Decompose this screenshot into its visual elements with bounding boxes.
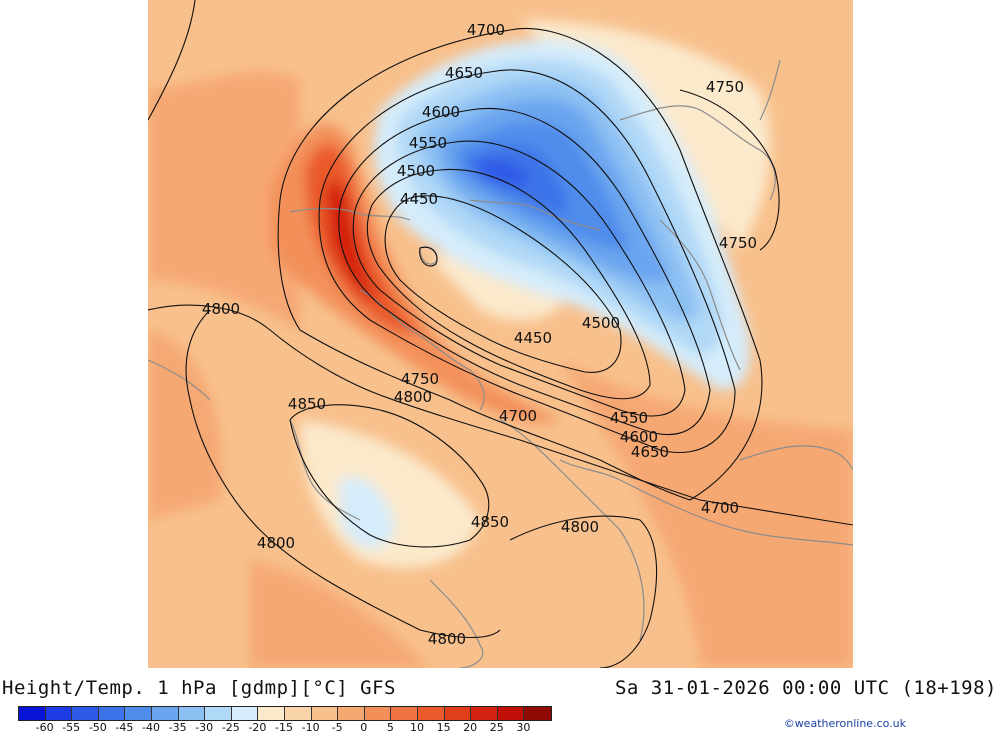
legend-swatch <box>311 707 339 720</box>
legend-tick-label: 20 <box>463 721 478 734</box>
legend-tick-label: -55 <box>62 721 81 734</box>
legend-tick-label: 15 <box>436 721 451 734</box>
contour-label: 4600 <box>620 428 658 446</box>
contour-label: 4500 <box>397 162 435 180</box>
contour-label: 4750 <box>401 370 439 388</box>
contour-label: 4450 <box>514 329 552 347</box>
legend-swatch <box>205 707 232 720</box>
legend-tick-label: -60 <box>35 721 54 734</box>
legend-tick-label: -10 <box>301 721 320 734</box>
legend-tick-label: -30 <box>195 721 214 734</box>
contour-label: 4700 <box>701 499 739 517</box>
credit-link[interactable]: ©weatheronline.co.uk <box>783 717 906 730</box>
contour-label: 4800 <box>428 630 466 648</box>
legend-swatch <box>471 707 498 720</box>
legend-tick-label: -35 <box>168 721 187 734</box>
legend-swatch <box>284 707 312 720</box>
legend-swatch <box>391 707 418 720</box>
weather-map: 4700 4650 4600 4550 4500 4450 4750 4750 … <box>148 0 853 668</box>
contour-label: 4650 <box>631 443 669 461</box>
legend-swatch <box>151 707 179 720</box>
legend-tick-label: -50 <box>88 721 107 734</box>
contour-label: 4750 <box>719 234 757 252</box>
legend-tick-label: 25 <box>489 721 504 734</box>
legend-swatch <box>98 707 126 720</box>
contour-label: 4850 <box>471 513 509 531</box>
contour-label: 4700 <box>499 407 537 425</box>
contour-label: 4700 <box>467 21 505 39</box>
map-timestamp: Sa 31-01-2026 00:00 UTC (18+198) <box>614 677 997 699</box>
contour-label: 4550 <box>610 409 648 427</box>
legend-swatch <box>444 707 472 720</box>
legend-swatch <box>258 707 285 720</box>
color-legend <box>18 706 552 721</box>
legend-tick-label: 5 <box>386 721 394 734</box>
color-legend-ticks: -60 -55 -50 -45 -40 -35 -30 -25 -20 -15 -10 -5 0 5 10 1… <box>18 721 568 734</box>
contour-label: 4450 <box>400 190 438 208</box>
contour-label: 4800 <box>561 518 599 536</box>
map-title: Height/Temp. 1 hPa [gdmp][°C] GFS <box>2 677 396 699</box>
legend-swatch <box>524 707 551 720</box>
contour-label: 4800 <box>202 300 240 318</box>
contour-label: 4750 <box>706 78 744 96</box>
legend-swatch <box>178 707 206 720</box>
legend-swatch <box>125 707 152 720</box>
map-svg: 4700 4650 4600 4550 4500 4450 4750 4750 … <box>148 0 853 668</box>
contour-label: 4800 <box>257 534 295 552</box>
legend-swatch <box>497 707 525 720</box>
legend-swatch <box>364 707 392 720</box>
legend-tick-label: 30 <box>516 721 531 734</box>
legend-tick-label: -45 <box>115 721 134 734</box>
legend-swatch <box>45 707 73 720</box>
legend-swatch <box>338 707 365 720</box>
contour-label: 4850 <box>288 395 326 413</box>
contour-labels: 4700 4650 4600 4550 4500 4450 4750 4750 … <box>202 21 757 648</box>
height-contours <box>148 0 853 668</box>
legend-tick-label: -40 <box>142 721 160 734</box>
contour-label: 4800 <box>394 388 432 406</box>
contour-label: 4600 <box>422 103 460 121</box>
legend-tick-label: -20 <box>248 721 267 734</box>
legend-tick-label: -5 <box>331 721 343 734</box>
legend-swatch <box>72 707 99 720</box>
legend-swatch <box>231 707 259 720</box>
contour-label: 4500 <box>582 314 620 332</box>
temperature-field <box>148 20 853 668</box>
legend-tick-label: 0 <box>360 721 368 734</box>
legend-tick-label: -25 <box>221 721 240 734</box>
legend-tick-label: 10 <box>410 721 424 734</box>
legend-tick-label: -15 <box>275 721 293 734</box>
contour-label: 4650 <box>445 64 483 82</box>
legend-swatch <box>417 707 445 720</box>
contour-label: 4550 <box>409 134 447 152</box>
legend-swatch <box>19 707 46 720</box>
